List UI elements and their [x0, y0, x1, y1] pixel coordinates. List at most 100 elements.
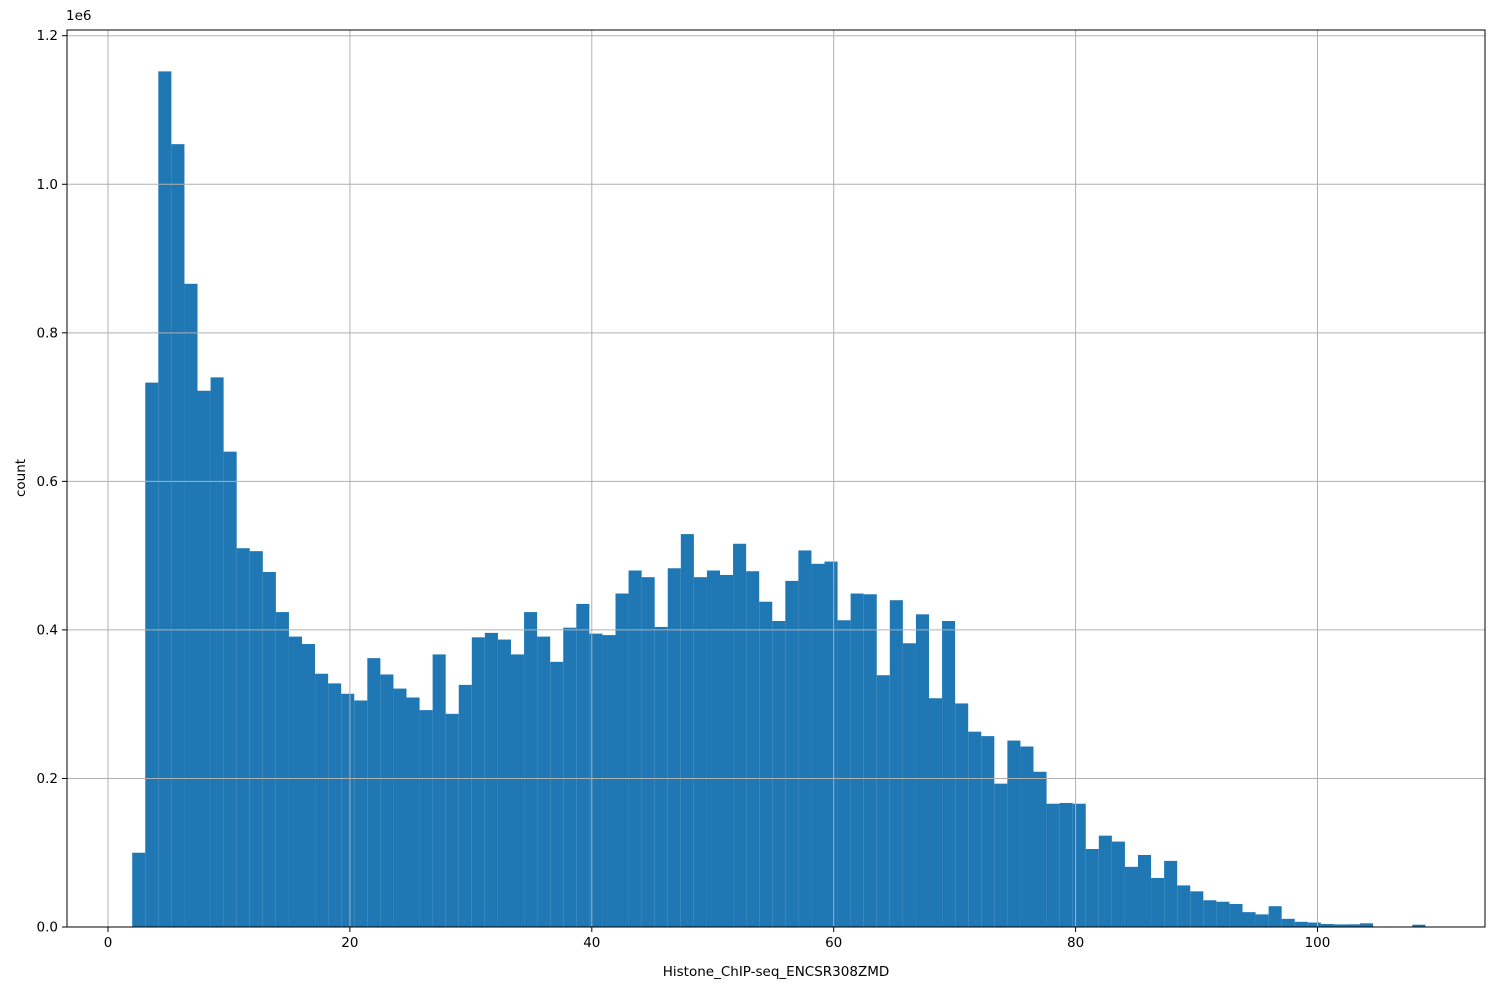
histogram-bar: [889, 600, 903, 927]
y-axis-label: count: [13, 458, 29, 498]
histogram-bar: [484, 632, 498, 927]
histogram-bar: [915, 614, 929, 927]
histogram-bar: [1033, 771, 1047, 927]
histogram-bar: [249, 551, 263, 927]
y-axis-offset-label: 1e6: [66, 8, 92, 24]
histogram-bar: [902, 643, 916, 927]
histogram-bar: [1098, 835, 1112, 927]
x-tick-label: 60: [825, 935, 842, 951]
x-tick-label: 80: [1067, 935, 1084, 951]
histogram-bar: [497, 639, 512, 927]
x-tick-label: 20: [341, 935, 358, 951]
histogram-bar: [1360, 923, 1374, 927]
histogram-bar: [863, 594, 877, 927]
histogram-bar: [1177, 885, 1191, 927]
histogram-bar: [315, 673, 329, 927]
x-tick-label: 100: [1305, 935, 1331, 951]
histogram-bar: [1085, 849, 1099, 927]
histogram-bar: [550, 661, 564, 927]
histogram-bar: [942, 620, 956, 927]
histogram-bar: [602, 635, 616, 927]
x-axis-label: Histone_ChIP-seq_ENCSR308ZMD: [662, 964, 890, 980]
histogram-bar: [1046, 803, 1060, 927]
histogram-bar: [733, 543, 747, 927]
histogram-bar: [746, 571, 760, 927]
y-tick-label: 0.2: [37, 771, 58, 787]
histogram-bar: [641, 577, 655, 927]
histogram-bar: [667, 568, 681, 927]
histogram-bar: [811, 563, 825, 927]
histogram-bar: [1007, 740, 1021, 927]
histogram-bar: [785, 580, 799, 927]
histogram-bar: [1333, 924, 1347, 927]
histogram-bar: [759, 601, 773, 927]
histogram-bar: [1111, 841, 1125, 927]
histogram-bar: [236, 548, 250, 927]
histogram-bar: [824, 561, 838, 927]
histogram-bar: [511, 654, 525, 927]
histogram-bar: [458, 684, 472, 927]
histogram-bar: [1346, 924, 1361, 927]
histogram-bar: [210, 377, 224, 928]
histogram-bar: [1124, 866, 1138, 927]
histogram-bar: [432, 654, 446, 927]
y-tick-label: 1.2: [37, 28, 58, 44]
histogram-bar: [837, 620, 851, 927]
histogram-bar: [654, 626, 668, 927]
histogram-bar: [406, 697, 420, 927]
x-tick-label: 0: [104, 935, 113, 951]
histogram-bar: [524, 612, 538, 927]
histogram-bar: [680, 534, 694, 927]
histogram-bar: [341, 693, 355, 927]
histogram-bar: [1020, 746, 1034, 927]
histogram-bar: [589, 633, 603, 927]
histogram-bar: [1229, 903, 1243, 927]
histogram-bar: [615, 593, 629, 927]
histogram-bar: [262, 571, 276, 927]
histogram-bar: [354, 700, 368, 927]
histogram-bar: [288, 636, 303, 927]
axes-spines: [66, 29, 1486, 928]
histogram-bar: [393, 688, 407, 927]
histogram-bar: [968, 731, 982, 927]
histogram-bar: [1242, 912, 1256, 927]
histogram-bar: [184, 283, 198, 927]
histogram-bar: [981, 736, 995, 927]
y-tick-label: 0.0: [37, 920, 58, 936]
histogram-bar: [576, 603, 590, 927]
histogram-bar: [380, 674, 394, 927]
histogram-bar: [275, 612, 289, 927]
histogram-bar: [798, 550, 812, 927]
histogram-bar: [628, 570, 642, 927]
histogram-bar: [419, 710, 433, 927]
histogram-bar: [1307, 922, 1321, 927]
histogram-bar: [1294, 921, 1308, 927]
histogram-bar: [158, 71, 172, 927]
histogram-bar: [537, 636, 551, 927]
histogram-bar: [1320, 924, 1334, 927]
histogram-bar: [693, 577, 707, 927]
histogram-bar: [1151, 877, 1165, 927]
histogram-bar: [197, 390, 211, 927]
histogram-bar: [1216, 901, 1230, 927]
y-tick-label: 1.0: [37, 177, 58, 193]
histogram-bar: [955, 703, 969, 927]
histogram-bar: [720, 574, 734, 927]
histogram-bar: [1164, 860, 1178, 927]
histogram-bar: [328, 683, 342, 927]
histogram-bar: [145, 382, 159, 927]
histogram-bar: [876, 675, 890, 927]
histogram-bar: [445, 713, 459, 927]
histogram-bar: [1203, 900, 1217, 927]
histogram-bar: [1268, 906, 1282, 927]
x-tick-label: 40: [583, 935, 600, 951]
histogram-bar: [367, 658, 381, 927]
histogram-bar: [171, 144, 185, 928]
histogram-bar: [302, 644, 316, 927]
histogram-bar: [772, 620, 786, 927]
histogram-bar: [471, 637, 485, 927]
histogram-bar: [563, 627, 577, 927]
histogram-bar: [706, 570, 721, 927]
